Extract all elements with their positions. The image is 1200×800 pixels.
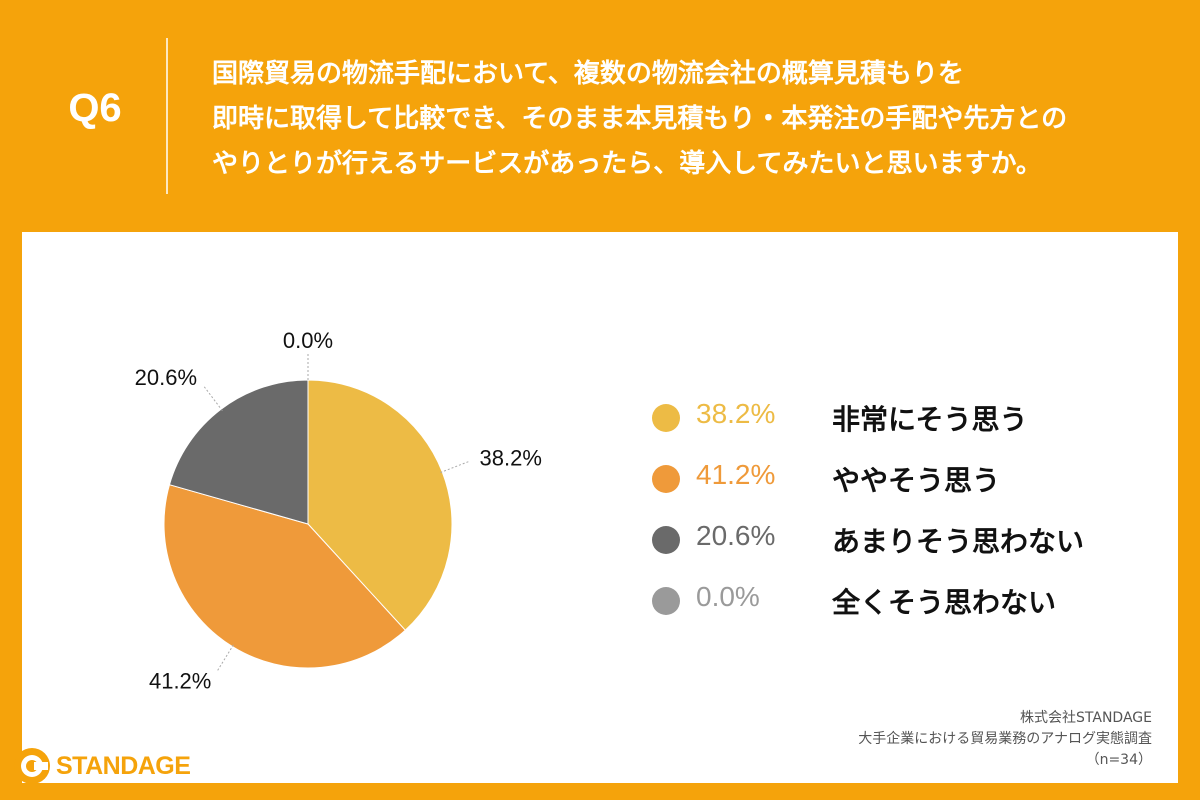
source-note: 株式会社STANDAGE 大手企業における貿易業務のアナログ実態調査 （n=34… bbox=[858, 708, 1152, 771]
question-line: やりとりが行えるサービスがあったら、導入してみたいと思いますか。 bbox=[212, 149, 1042, 179]
source-company: 株式会社STANDAGE bbox=[1020, 710, 1152, 726]
pie-leader-line bbox=[217, 644, 234, 671]
legend-swatch bbox=[652, 526, 680, 554]
legend-swatch bbox=[652, 587, 680, 615]
legend-percent: 0.0% bbox=[696, 581, 760, 612]
legend-percent: 20.6% bbox=[696, 520, 776, 551]
header: Q6 国際貿易の物流手配において、複数の物流会社の概算見積もりを 即時に取得して… bbox=[0, 0, 1200, 232]
legend-swatch bbox=[652, 404, 680, 432]
source-survey: 大手企業における貿易業務のアナログ実態調査 bbox=[858, 731, 1152, 747]
pie-leader-line bbox=[203, 386, 223, 412]
pie-leader-line bbox=[440, 461, 469, 474]
pie-data-label: 38.2% bbox=[480, 445, 542, 470]
pie-chart: 38.2% 41.2% 20.6% 0.0% bbox=[135, 328, 542, 694]
header-divider bbox=[166, 38, 168, 194]
legend-label: ややそう思う bbox=[832, 464, 1001, 497]
legend-percent: 38.2% bbox=[696, 398, 776, 429]
legend-swatch bbox=[652, 465, 680, 493]
pie-data-label: 20.6% bbox=[135, 365, 197, 390]
question-number: Q6 bbox=[68, 86, 122, 130]
question-text: 国際貿易の物流手配において、複数の物流会社の概算見積もりを 即時に取得して比較で… bbox=[212, 52, 1172, 187]
chart-panel: 38.2% 41.2% 20.6% 0.0% 38.2% 非常にそう思う 41.2% … bbox=[22, 232, 1178, 783]
pie-slice bbox=[163, 484, 406, 669]
pie-data-label: 41.2% bbox=[149, 669, 211, 694]
legend-label: 全くそう思わない bbox=[832, 586, 1057, 619]
logo-text: STANDAGE bbox=[56, 752, 191, 780]
question-line: 国際貿易の物流手配において、複数の物流会社の概算見積もりを bbox=[212, 59, 964, 89]
legend-label: 非常にそう思う bbox=[832, 403, 1028, 436]
pie-data-label: 0.0% bbox=[283, 328, 333, 353]
question-line: 即時に取得して比較でき、そのまま本見積もり・本発注の手配や先方との bbox=[212, 104, 1068, 134]
legend-label: あまりそう思わない bbox=[832, 525, 1085, 558]
logo-mark-icon bbox=[14, 748, 50, 784]
legend-percent: 41.2% bbox=[696, 459, 776, 490]
source-sample-size: （n=34） bbox=[1085, 752, 1152, 768]
